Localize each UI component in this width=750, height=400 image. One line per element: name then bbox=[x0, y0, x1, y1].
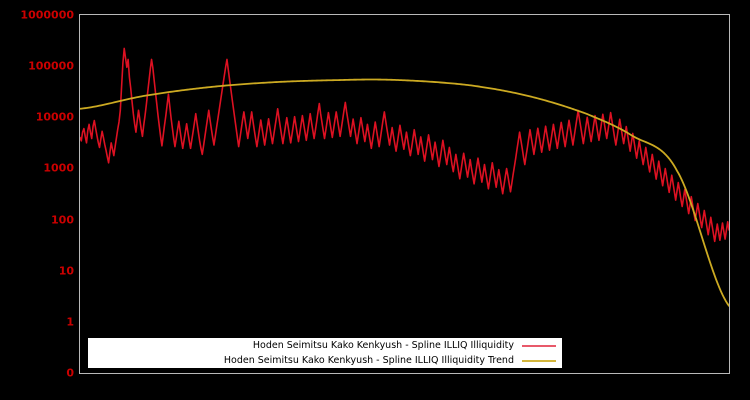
legend-label-illiquidity: Hoden Seimitsu Kako Kenkyush - Spline IL… bbox=[252, 340, 514, 351]
series-svg bbox=[80, 47, 729, 307]
y-tick-label-100000: 100000 bbox=[28, 59, 74, 73]
y-tick-label-0: 0 bbox=[66, 366, 74, 380]
y-tick-label-10000: 10000 bbox=[35, 110, 74, 124]
illiquidity-trend-line bbox=[80, 78, 729, 307]
y-tick-label-1000: 1000 bbox=[43, 161, 74, 175]
legend-label-illiquidity-trend: Hoden Seimitsu Kako Kenkyush - Spline IL… bbox=[223, 355, 514, 366]
plot-area bbox=[79, 14, 730, 374]
legend-entry-illiquidity: Hoden Seimitsu Kako Kenkyush - Spline IL… bbox=[88, 338, 562, 353]
y-tick-label-1: 1 bbox=[66, 315, 74, 329]
legend-swatch-illiquidity-trend bbox=[522, 359, 556, 362]
chart-legend: Hoden Seimitsu Kako Kenkyush - Spline IL… bbox=[88, 338, 562, 368]
legend-entry-illiquidity-trend: Hoden Seimitsu Kako Kenkyush - Spline IL… bbox=[88, 353, 562, 368]
illiquidity-series-line bbox=[80, 47, 729, 243]
y-tick-label-10: 10 bbox=[58, 264, 74, 278]
y-tick-label-1000000: 1000000 bbox=[20, 8, 74, 22]
legend-swatch-illiquidity bbox=[522, 344, 556, 347]
y-tick-label-100: 100 bbox=[51, 213, 74, 227]
